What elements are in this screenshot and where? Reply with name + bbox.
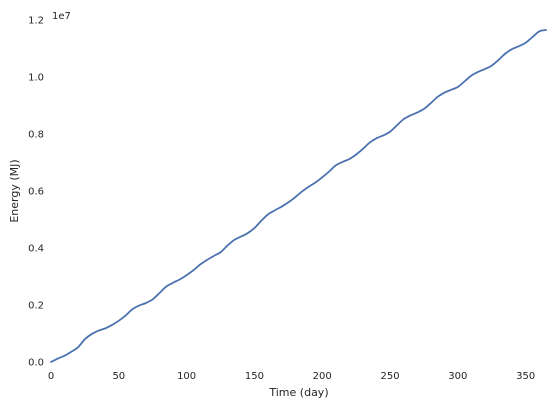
x-tick-label: 50 bbox=[112, 371, 125, 382]
y-tick-label: 0.4 bbox=[28, 244, 44, 255]
x-axis-label: Time (day) bbox=[268, 386, 328, 399]
x-axis-ticks: 0 50 100 150 200 250 300 350 bbox=[48, 371, 535, 382]
y-axis-offset-label: 1e7 bbox=[52, 11, 71, 22]
energy-series-line bbox=[50, 29, 547, 363]
x-tick-label: 150 bbox=[245, 371, 264, 382]
y-tick-label: 0.0 bbox=[28, 358, 44, 369]
y-axis-label: Energy (MJ) bbox=[8, 159, 21, 222]
x-tick-label: 250 bbox=[380, 371, 399, 382]
x-tick-label: 0 bbox=[48, 371, 54, 382]
y-tick-label: 0.8 bbox=[28, 130, 44, 141]
y-axis-ticks: 0.0 0.2 0.4 0.6 0.8 1.0 1.2 bbox=[28, 16, 44, 369]
y-tick-label: 1.2 bbox=[28, 16, 44, 27]
y-tick-label: 0.2 bbox=[28, 301, 44, 312]
y-tick-label: 0.6 bbox=[28, 187, 44, 198]
x-tick-label: 350 bbox=[516, 371, 535, 382]
x-tick-label: 300 bbox=[448, 371, 467, 382]
x-tick-label: 200 bbox=[313, 371, 332, 382]
x-tick-label: 100 bbox=[177, 371, 196, 382]
y-tick-label: 1.0 bbox=[28, 73, 44, 84]
